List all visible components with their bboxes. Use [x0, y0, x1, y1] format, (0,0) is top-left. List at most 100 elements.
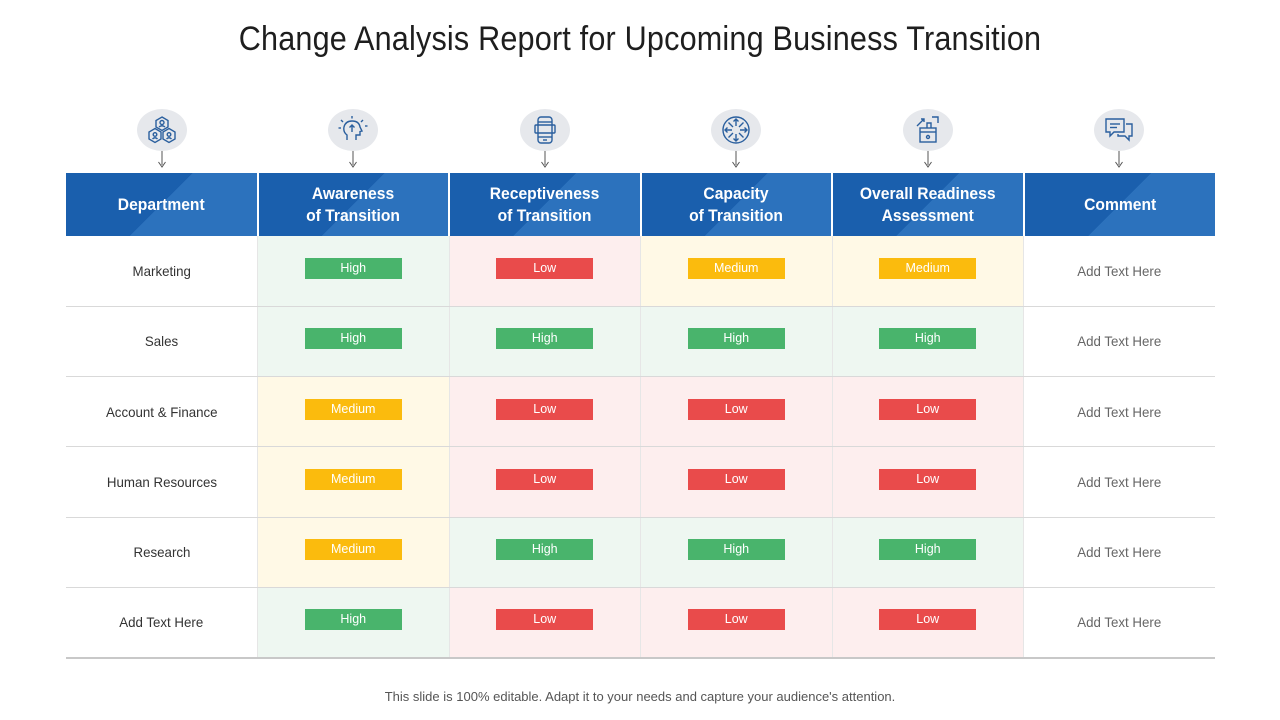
down-arrow-icon	[157, 151, 167, 169]
awareness-cell: High	[257, 306, 449, 378]
readiness-table: Department Awareness of Transition Recept…	[66, 173, 1215, 659]
awareness-cell: Medium	[257, 446, 449, 518]
level-badge: Medium	[879, 257, 977, 279]
level-badge: High	[304, 328, 402, 350]
slide-title: Change Analysis Report for Upcoming Busi…	[238, 20, 1042, 58]
department-cell: Account & Finance	[66, 376, 258, 448]
level-badge: High	[879, 328, 977, 350]
icon-cell-capacity	[641, 104, 833, 172]
readiness-cell: High	[831, 306, 1024, 378]
icon-cell-comment	[1024, 104, 1216, 172]
department-label: Human Resources	[106, 474, 217, 491]
table-row: Marketing High Low Medium Medium Add Text Her…	[66, 236, 1215, 307]
receptiveness-cell: Low	[448, 587, 641, 659]
comment-cell: Add Text Here	[1023, 306, 1215, 378]
down-arrow-icon	[1114, 151, 1124, 169]
level-badge: Medium	[304, 539, 402, 561]
comment-text: Add Text Here	[1077, 544, 1162, 561]
level-badge: Medium	[304, 398, 402, 420]
header-receptiveness: Receptiveness of Transition	[448, 173, 641, 236]
comment-text: Add Text Here	[1077, 474, 1162, 491]
receptiveness-cell: Low	[448, 446, 641, 518]
level-badge: Low	[879, 609, 977, 631]
header-awareness: Awareness of Transition	[256, 173, 449, 236]
comment-text: Add Text Here	[1077, 333, 1162, 350]
level-badge: Medium	[304, 469, 402, 491]
readiness-cell: Medium	[831, 236, 1024, 307]
level-badge: Low	[496, 609, 594, 631]
level-badge: Low	[879, 469, 977, 491]
table-row: Human Resources Medium Low Low Low Add Text H…	[66, 446, 1215, 518]
directions-circle-icon	[711, 109, 762, 151]
comment-cell: Add Text Here	[1023, 517, 1215, 588]
level-badge: Low	[687, 469, 785, 491]
capacity-cell: Medium	[640, 236, 832, 307]
receptiveness-cell: High	[448, 517, 641, 588]
icon-cell-receptiveness	[449, 104, 641, 172]
department-cell: Marketing	[66, 236, 258, 307]
comment-cell: Add Text Here	[1023, 446, 1215, 518]
growth-box-icon	[902, 109, 953, 151]
department-label: Sales	[144, 333, 179, 350]
department-cell: Add Text Here	[66, 587, 258, 659]
awareness-cell: High	[257, 587, 449, 659]
level-badge: Low	[496, 398, 594, 420]
down-arrow-icon	[731, 151, 741, 169]
department-label: Marketing	[132, 262, 191, 279]
readiness-cell: Low	[831, 376, 1024, 448]
down-arrow-icon	[540, 151, 550, 169]
receptiveness-cell: Low	[448, 236, 641, 307]
table-row: Add Text Here High Low Low Low Add Text Here	[66, 587, 1215, 659]
department-label: Account & Finance	[105, 403, 218, 420]
down-arrow-icon	[923, 151, 933, 169]
capacity-cell: High	[640, 306, 832, 378]
awareness-cell: High	[257, 236, 449, 307]
readiness-cell: Low	[831, 446, 1024, 518]
icon-cell-readiness	[832, 104, 1024, 172]
header-comment: Comment	[1022, 173, 1215, 236]
footer-note: This slide is 100% editable. Adapt it to…	[384, 689, 896, 704]
level-badge: Low	[496, 469, 594, 491]
phone-device-icon	[519, 109, 570, 151]
header-department: Department	[66, 173, 258, 236]
department-label: Add Text Here	[119, 614, 204, 631]
department-label: Research	[133, 544, 190, 561]
table-row: Sales High High High High Add Text Here	[66, 306, 1215, 378]
awareness-cell: Medium	[257, 517, 449, 588]
department-cell: Human Resources	[66, 446, 258, 518]
table-header-row: Department Awareness of Transition Recept…	[66, 173, 1215, 236]
table-row: Research Medium High High High Add Text Here	[66, 517, 1215, 588]
header-readiness: Overall Readiness Assessment	[831, 173, 1024, 236]
receptiveness-cell: Low	[448, 376, 641, 448]
icon-cell-department	[66, 104, 258, 172]
level-badge: Low	[496, 257, 594, 279]
department-cell: Sales	[66, 306, 258, 378]
readiness-cell: High	[831, 517, 1024, 588]
level-badge: Low	[687, 398, 785, 420]
table-row: Account & Finance Medium Low Low Low Add Text…	[66, 376, 1215, 448]
capacity-cell: High	[640, 517, 832, 588]
comment-text: Add Text Here	[1077, 614, 1162, 631]
receptiveness-cell: High	[448, 306, 641, 378]
team-hierarchy-icon	[136, 109, 187, 151]
comment-cell: Add Text Here	[1023, 376, 1215, 448]
down-arrow-icon	[348, 151, 358, 169]
level-badge: High	[496, 328, 594, 350]
icon-row	[66, 104, 1215, 172]
level-badge: Low	[687, 609, 785, 631]
department-cell: Research	[66, 517, 258, 588]
capacity-cell: Low	[640, 446, 832, 518]
chat-bubbles-icon	[1094, 109, 1145, 151]
capacity-cell: Low	[640, 587, 832, 659]
comment-cell: Add Text Here	[1023, 236, 1215, 307]
level-badge: High	[304, 257, 402, 279]
comment-text: Add Text Here	[1077, 403, 1162, 420]
level-badge: Medium	[687, 257, 785, 279]
level-badge: High	[304, 609, 402, 631]
level-badge: High	[496, 539, 594, 561]
comment-cell: Add Text Here	[1023, 587, 1215, 659]
level-badge: High	[687, 539, 785, 561]
comment-text: Add Text Here	[1077, 262, 1162, 279]
header-capacity: Capacity of Transition	[639, 173, 832, 236]
readiness-cell: Low	[831, 587, 1024, 659]
